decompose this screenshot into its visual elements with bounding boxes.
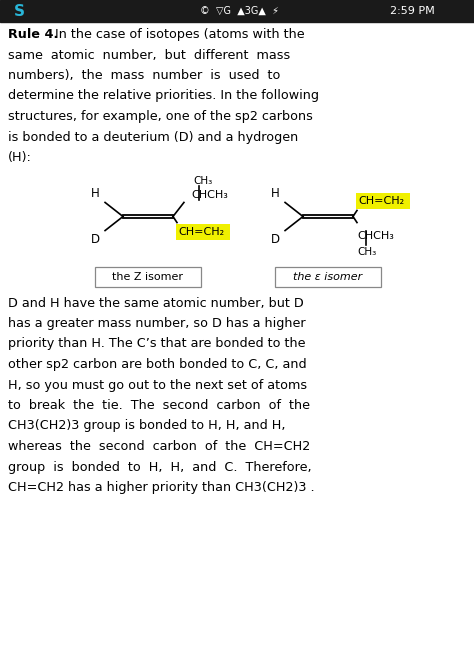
Text: CH3(CH2)3 group is bonded to H, H, and H,: CH3(CH2)3 group is bonded to H, H, and H… [8,419,285,432]
Text: CH=CH₂: CH=CH₂ [358,197,404,207]
Text: H: H [91,187,100,201]
Text: CH=CH2 has a higher priority than CH3(CH2)3 .: CH=CH2 has a higher priority than CH3(CH… [8,481,315,494]
FancyBboxPatch shape [275,266,381,286]
Text: S: S [14,3,25,19]
FancyBboxPatch shape [356,193,410,209]
Text: In the case of isotopes (atoms with the: In the case of isotopes (atoms with the [55,28,305,41]
Text: H: H [271,187,280,201]
Text: other sp2 carbon are both bonded to C, C, and: other sp2 carbon are both bonded to C, C… [8,358,307,371]
Text: has a greater mass number, so D has a higher: has a greater mass number, so D has a hi… [8,317,306,330]
Text: 2:59 PM: 2:59 PM [390,6,435,16]
Text: to  break  the  tie.  The  second  carbon  of  the: to break the tie. The second carbon of t… [8,399,310,412]
Text: CH=CH₂: CH=CH₂ [178,227,224,237]
Text: the ε isomer: the ε isomer [293,272,363,282]
Text: CHCH₃: CHCH₃ [357,231,394,241]
Text: numbers),  the  mass  number  is  used  to: numbers), the mass number is used to [8,69,281,82]
Text: D: D [91,233,100,246]
Text: same  atomic  number,  but  different  mass: same atomic number, but different mass [8,48,290,62]
Text: CHCH₃: CHCH₃ [191,191,228,201]
FancyBboxPatch shape [176,223,230,240]
Text: (H):: (H): [8,151,32,164]
Text: the Z isomer: the Z isomer [112,272,183,282]
Text: CH₃: CH₃ [357,247,376,256]
Text: H, so you must go out to the next set of atoms: H, so you must go out to the next set of… [8,379,307,391]
Text: structures, for example, one of the sp2 carbons: structures, for example, one of the sp2 … [8,110,313,123]
Text: determine the relative priorities. In the following: determine the relative priorities. In th… [8,90,319,102]
Bar [0,0,474,22]
Text: group  is  bonded  to  H,  H,  and  C.  Therefore,: group is bonded to H, H, and C. Therefor… [8,460,311,474]
Text: CH₃: CH₃ [193,177,212,187]
Text: ©  ▽G  ▲3G▲  ⚡: © ▽G ▲3G▲ ⚡ [200,6,279,16]
Text: priority than H. The C’s that are bonded to the: priority than H. The C’s that are bonded… [8,337,306,351]
Text: D: D [271,233,280,246]
Text: D and H have the same atomic number, but D: D and H have the same atomic number, but… [8,296,304,310]
Text: Rule 4.: Rule 4. [8,28,58,41]
Text: whereas  the  second  carbon  of  the  CH=CH2: whereas the second carbon of the CH=CH2 [8,440,310,453]
FancyBboxPatch shape [95,266,201,286]
Text: is bonded to a deuterium (D) and a hydrogen: is bonded to a deuterium (D) and a hydro… [8,130,298,143]
